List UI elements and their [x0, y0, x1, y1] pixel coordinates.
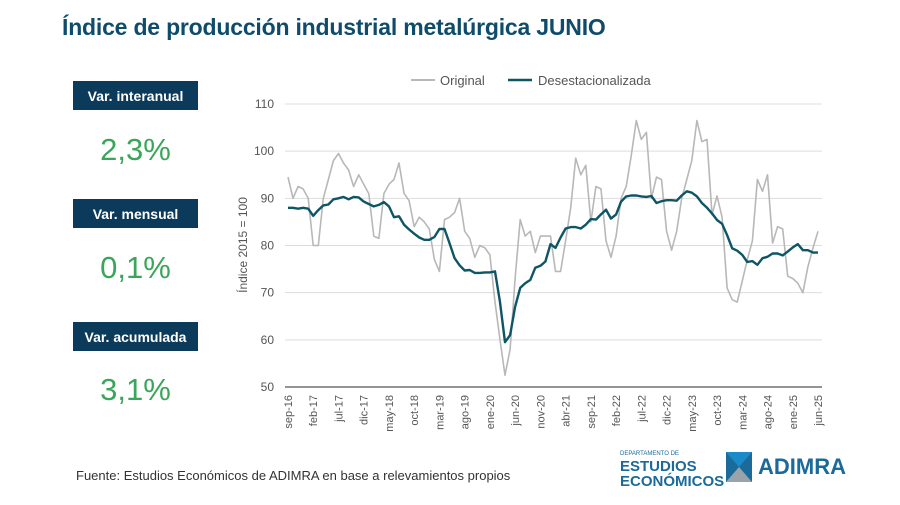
logo-brand: ADIMRA: [758, 454, 846, 479]
y-tick-label: 90: [261, 191, 275, 205]
page-title: Índice de producción industrial metalúrg…: [62, 14, 606, 40]
kpi-label-acumulada: Var. acumulada: [73, 322, 198, 351]
y-tick-label: 50: [261, 380, 275, 394]
adimra-logo: ADIMRA: [726, 452, 846, 482]
x-tick-label: jul-17: [333, 395, 345, 423]
x-tick-label: may-23: [687, 395, 699, 432]
x-tick-label: feb-22: [611, 395, 623, 426]
estudios-economicos-logo: DEPARTAMENTO DE ESTUDIOS ECONÓMICOS: [620, 451, 724, 489]
logo-dept-line2: ECONÓMICOS: [620, 473, 725, 490]
x-tick-label: sep-16: [283, 395, 295, 429]
y-tick-label: 70: [261, 286, 275, 300]
logo-dept-line1: ESTUDIOS: [620, 458, 697, 475]
y-tick-label: 60: [261, 333, 275, 347]
adimra-mark-icon: [726, 452, 752, 482]
x-tick-label: ene-20: [485, 395, 497, 429]
y-tick-label: 100: [254, 144, 274, 158]
kpi-value-mensual: 0,1%: [100, 250, 171, 285]
legend: Original Desestacionalizada: [411, 73, 652, 88]
x-tick-label: dic-17: [359, 395, 371, 425]
line-chart: 50 60 70 80 90 100 110 sep-16 feb-17 jul-17 dic-1…: [235, 73, 825, 432]
kpi-value-acumulada: 3,1%: [100, 372, 171, 407]
x-tick-label: jul-22: [636, 395, 648, 423]
x-tick-label: jun-20: [510, 395, 522, 427]
x-tick-label: feb-17: [308, 395, 320, 426]
series-line-desestacionalizada: [288, 190, 818, 344]
y-tick-label: 110: [255, 97, 274, 111]
y-tick-label: 80: [261, 239, 275, 253]
x-tick-label: ago-19: [460, 395, 472, 429]
x-tick-label: abr-21: [561, 395, 573, 427]
legend-label-original: Original: [440, 73, 485, 88]
x-tick-label: mar-24: [737, 395, 749, 430]
logo-dept-small: DEPARTAMENTO DE: [620, 451, 679, 457]
x-tick-label: dic-22: [662, 395, 674, 425]
x-tick-label: mar-19: [434, 395, 446, 430]
x-tick-label: ene-25: [788, 395, 800, 429]
x-tick-label: oct-23: [712, 395, 724, 426]
x-tick-label: sep-21: [586, 395, 598, 429]
kpi-label-interanual: Var. interanual: [73, 81, 198, 110]
x-tick-label: may-18: [384, 395, 396, 432]
y-axis-label: Índice 2015 = 100: [235, 197, 250, 293]
kpi-label-mensual: Var. mensual: [73, 199, 198, 228]
kpi-value-interanual: 2,3%: [100, 132, 171, 167]
series-line-original: [287, 119, 819, 376]
x-tick-label: oct-18: [409, 395, 421, 426]
source-note: Fuente: Estudios Económicos de ADIMRA en…: [76, 468, 511, 483]
legend-label-desestacionalizada: Desestacionalizada: [538, 73, 652, 88]
x-tick-label: jun-25: [813, 395, 825, 427]
x-tick-label: nov-20: [535, 395, 547, 429]
x-tick-label: ago-24: [763, 395, 775, 429]
